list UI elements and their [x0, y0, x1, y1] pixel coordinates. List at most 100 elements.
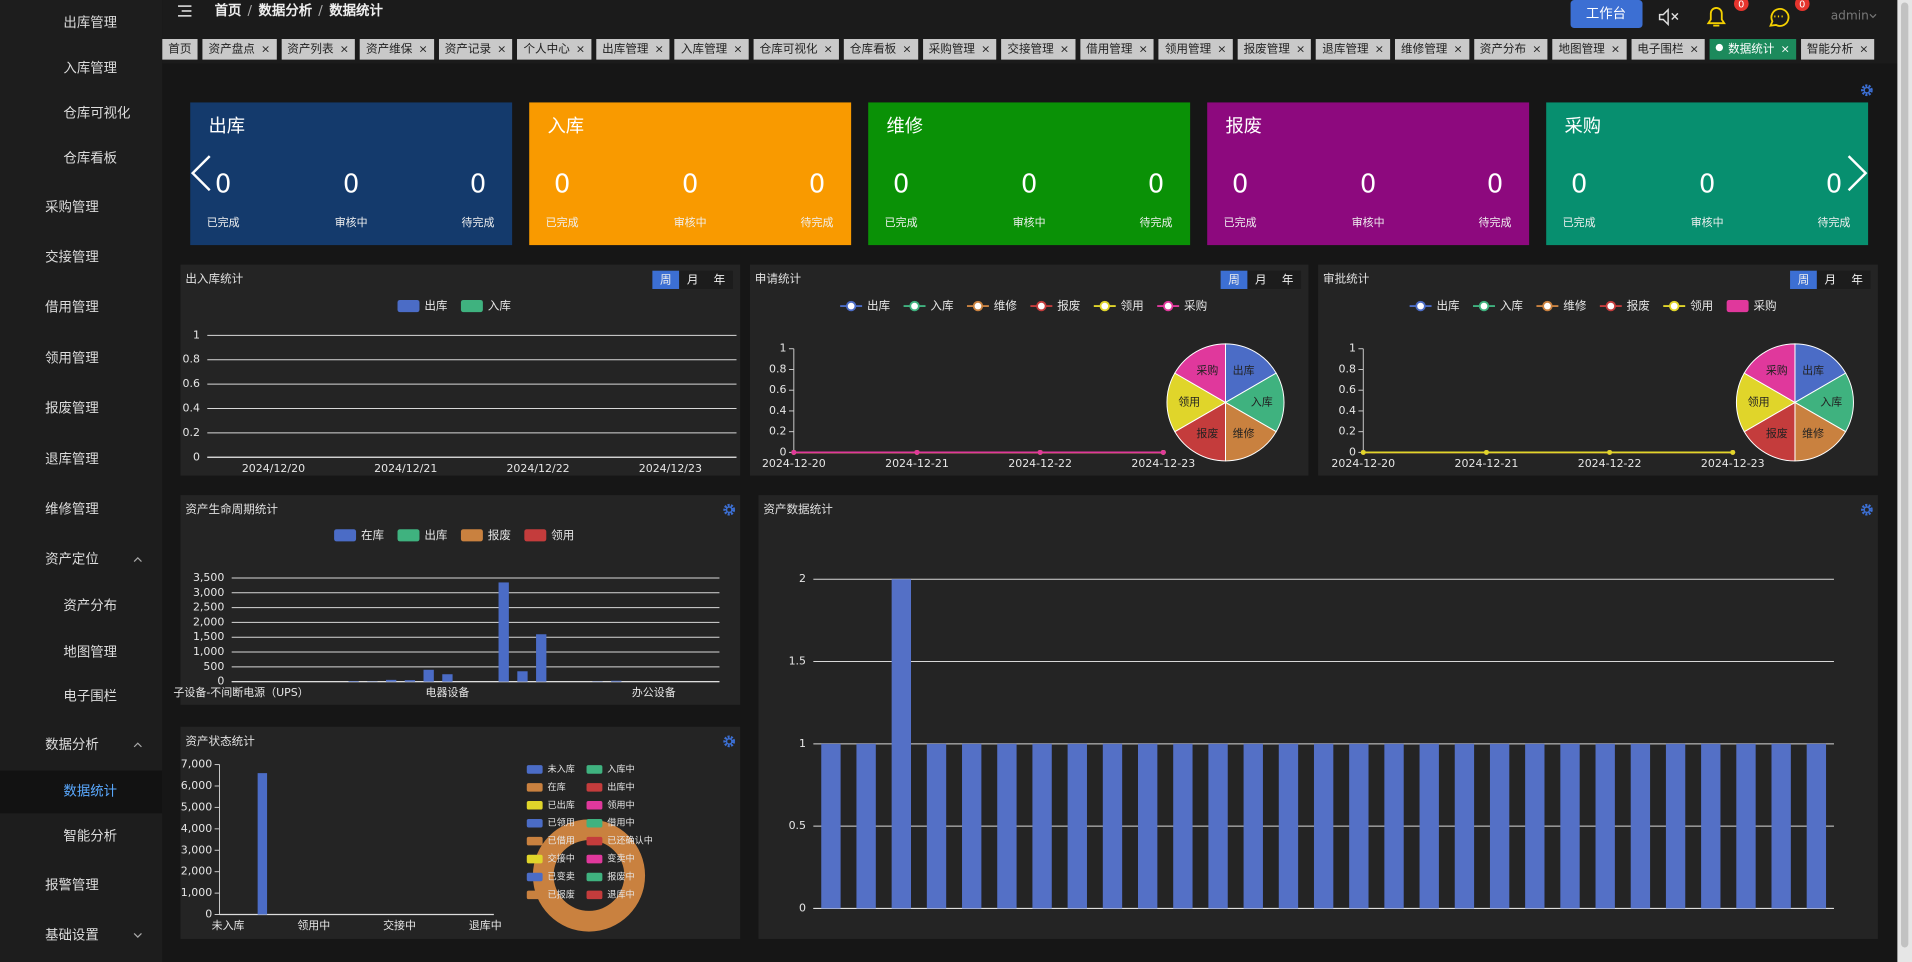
legend-label[interactable]: 已变卖	[548, 870, 575, 882]
period-label[interactable]: 周	[1798, 272, 1810, 286]
sidebar-item[interactable]: 领用管理	[45, 351, 99, 367]
tab[interactable]: 领用管理 ×	[1158, 39, 1233, 60]
tab-label[interactable]: 资产列表	[287, 42, 334, 57]
tab[interactable]: 资产盘点 ×	[202, 39, 277, 60]
tab-label[interactable]: 采购管理	[928, 42, 976, 57]
tab[interactable]: 资产分布 ×	[1473, 39, 1548, 60]
sidebar-item[interactable]: 报警管理	[45, 877, 99, 893]
tab-close[interactable]: ×	[418, 43, 428, 57]
chat-icon[interactable]	[1769, 7, 1790, 27]
tab-close[interactable]: ×	[1532, 43, 1542, 57]
legend-label[interactable]: 出库	[424, 528, 448, 542]
tab-close[interactable]: ×	[1859, 43, 1869, 57]
sidebar-item[interactable]: 维修管理	[45, 502, 99, 518]
legend-label[interactable]: 报废	[1627, 299, 1650, 313]
sidebar-item[interactable]: 交接管理	[45, 248, 99, 265]
legend-label[interactable]: 报废	[1057, 299, 1080, 313]
tab-label[interactable]: 智能分析	[1806, 42, 1854, 57]
bell-icon[interactable]	[1706, 7, 1726, 27]
tab-label[interactable]: 资产盘点	[208, 42, 255, 57]
breadcrumb-item[interactable]: 数据分析	[259, 2, 313, 19]
legend-label[interactable]: 出库中	[607, 781, 634, 793]
tab-label[interactable]: 入库管理	[680, 42, 728, 57]
tab-close[interactable]: ×	[260, 43, 271, 57]
tab[interactable]: 退库管理 ×	[1316, 39, 1391, 60]
period-button[interactable]	[1274, 270, 1302, 289]
tab[interactable]: 采购管理 ×	[922, 39, 997, 60]
legend-label[interactable]: 采购	[1753, 299, 1776, 313]
legend-label[interactable]: 维修	[1563, 299, 1587, 313]
legend-label[interactable]: 入库	[930, 299, 954, 313]
legend-label[interactable]: 领用	[1690, 299, 1713, 313]
tab-close[interactable]: ×	[733, 43, 743, 57]
sidebar-item[interactable]: 智能分析	[63, 829, 117, 845]
sidebar-item[interactable]: 退库管理	[45, 452, 99, 468]
tab-close[interactable]: ×	[1453, 43, 1463, 57]
tab-label[interactable]: 电子围栏	[1637, 42, 1684, 57]
period-button[interactable]	[1247, 270, 1275, 289]
period-button[interactable]	[679, 270, 707, 289]
tab[interactable]: 地图管理 ×	[1552, 39, 1627, 60]
tab[interactable]: 电子围栏 ×	[1631, 39, 1705, 60]
period-label[interactable]: 月	[687, 272, 699, 286]
legend-label[interactable]: 采购	[1184, 299, 1207, 313]
legend-label[interactable]: 已出库	[548, 799, 575, 811]
legend-label[interactable]: 借用中	[607, 817, 634, 829]
tab-label[interactable]: 首页	[168, 42, 192, 57]
legend-label[interactable]: 报废中	[607, 870, 634, 882]
legend-label[interactable]: 在库	[361, 528, 385, 542]
tab[interactable]: 借用管理 ×	[1080, 39, 1154, 60]
tab-close[interactable]: ×	[823, 43, 833, 57]
tab-label[interactable]: 借用管理	[1086, 42, 1133, 57]
period-button[interactable]	[652, 270, 680, 289]
sidebar-item[interactable]: 数据分析	[45, 737, 99, 753]
legend-label[interactable]: 出库	[867, 299, 891, 313]
legend-label[interactable]: 已领用	[548, 817, 575, 829]
tab[interactable]: 出库管理 ×	[596, 39, 670, 60]
legend-label[interactable]: 领用	[551, 528, 574, 542]
tab-label[interactable]: 个人中心	[523, 42, 570, 57]
workbench-button[interactable]	[1570, 0, 1643, 29]
period-button[interactable]	[1790, 270, 1817, 289]
sidebar-item[interactable]: 资产定位	[45, 552, 99, 568]
carousel-prev[interactable]	[190, 155, 211, 192]
period-label[interactable]: 周	[660, 272, 672, 286]
tab-close[interactable]: ×	[902, 43, 912, 57]
legend-label[interactable]: 出库	[424, 299, 448, 313]
carousel-next[interactable]	[1847, 155, 1868, 192]
tab[interactable]: 维修管理 ×	[1394, 39, 1469, 60]
tab-close[interactable]: ×	[1296, 43, 1306, 57]
legend-label[interactable]: 维修	[994, 299, 1018, 313]
mute-icon[interactable]	[1658, 7, 1679, 27]
legend-label[interactable]: 未入库	[548, 763, 575, 775]
sidebar-item[interactable]: 仓库可视化	[63, 105, 130, 121]
legend-label[interactable]: 已还确认中	[607, 835, 653, 847]
legend-label[interactable]: 交接中	[548, 853, 575, 865]
tab-label[interactable]: 资产分布	[1479, 42, 1527, 57]
legend-label[interactable]: 退库中	[607, 888, 634, 900]
period-label[interactable]: 年	[1851, 272, 1863, 286]
settings-icon[interactable]	[1861, 503, 1873, 516]
legend-label[interactable]: 入库	[488, 299, 512, 313]
tab-label[interactable]: 维修管理	[1401, 42, 1448, 57]
tab[interactable]: 资产维保 ×	[359, 39, 434, 60]
legend-label[interactable]: 领用中	[607, 799, 634, 811]
tab-close[interactable]: ×	[1689, 43, 1699, 57]
tab-close[interactable]: ×	[1374, 43, 1384, 57]
tab-label[interactable]: 领用管理	[1164, 42, 1212, 57]
settings-icon[interactable]	[723, 735, 736, 748]
tab[interactable]: 数据统计 ×	[1709, 39, 1796, 60]
period-button[interactable]	[1816, 270, 1844, 289]
tab[interactable]: 首页	[162, 39, 198, 60]
legend-label[interactable]: 已借用	[548, 835, 575, 847]
legend-label[interactable]: 在库	[548, 781, 566, 793]
tab[interactable]: 资产列表 ×	[281, 39, 356, 60]
tab-close[interactable]: ×	[654, 43, 664, 57]
period-label[interactable]: 周	[1228, 272, 1240, 286]
sidebar-item[interactable]: 借用管理	[45, 299, 99, 315]
sidebar-item[interactable]: 报废管理	[45, 400, 99, 416]
tab-label[interactable]: 数据统计	[1728, 42, 1775, 57]
period-label[interactable]: 年	[714, 272, 726, 286]
period-label[interactable]: 月	[1825, 272, 1837, 286]
tab-close[interactable]: ×	[981, 43, 991, 57]
